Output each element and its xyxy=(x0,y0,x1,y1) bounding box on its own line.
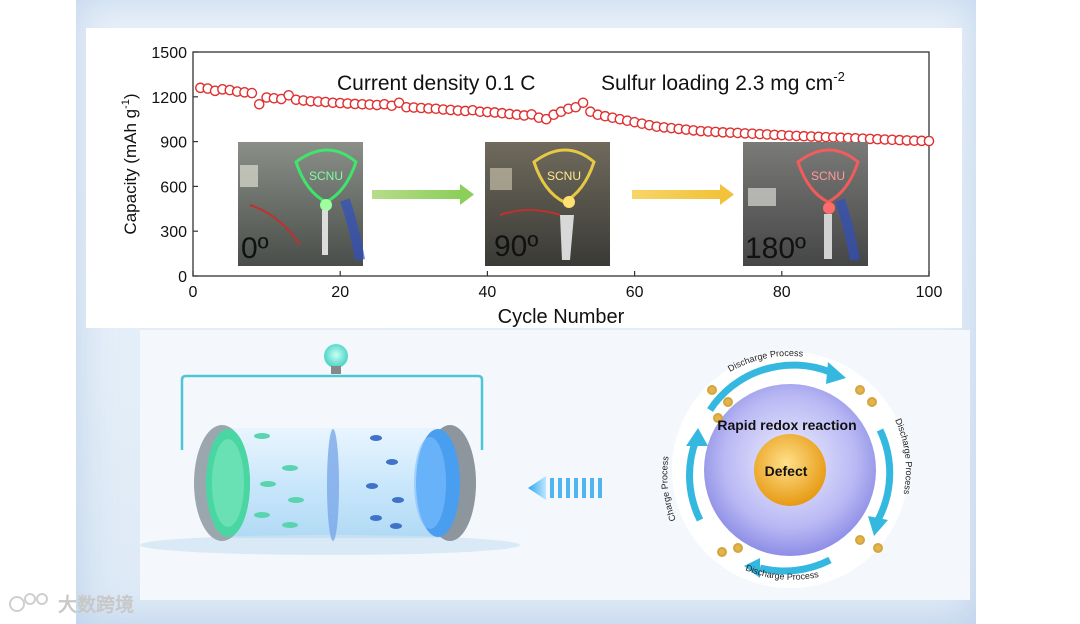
x-tick-label: 20 xyxy=(331,284,349,301)
x-tick-label: 100 xyxy=(916,284,943,301)
arc-label-top: Discharge Process xyxy=(726,348,804,374)
photo-0-degree: SCNU 0º xyxy=(238,142,365,266)
transition-arrow-1 xyxy=(372,184,474,205)
photo-0-sign: SCNU xyxy=(309,169,343,183)
transition-arrow-2 xyxy=(632,184,734,205)
plot-frame xyxy=(192,51,930,277)
annotation-sulfur-loading: Sulfur loading 2.3 mg cm-2 xyxy=(601,69,845,95)
x-tick-label: 80 xyxy=(773,284,791,301)
photo-180-sign: SCNU xyxy=(811,169,845,183)
annotation-current-density: Current density 0.1 C xyxy=(337,72,535,95)
photo-90-angle: 90º xyxy=(494,230,538,263)
photo-90-sign: SCNU xyxy=(547,169,581,183)
y-tick-label: 600 xyxy=(160,179,187,196)
x-tick-label: 40 xyxy=(479,284,497,301)
photo-180-degree: SCNU 180º xyxy=(743,142,868,266)
axis-ticks: 0 20 40 60 80 100 0 300 600 900 1200 1500 xyxy=(151,45,942,301)
ring-title: Rapid redox reaction xyxy=(717,417,856,433)
arc-label-left: Charge Process xyxy=(659,455,678,523)
x-tick-label: 0 xyxy=(189,284,198,301)
data-point xyxy=(246,87,258,99)
y-axis-label: Capacity (mAh g-1) xyxy=(120,93,140,234)
defect-label: Defect xyxy=(765,463,808,479)
y-tick-label: 1500 xyxy=(151,45,187,62)
capacity-series xyxy=(195,82,935,147)
y-tick-label: 0 xyxy=(178,269,187,286)
watermark-text: 大数跨境 xyxy=(58,594,135,616)
arc-label-right: Discharge Process xyxy=(893,417,914,496)
photo-180-angle: 180º xyxy=(745,232,806,265)
y-tick-label: 300 xyxy=(160,224,187,241)
photo-90-degree: SCNU 90º xyxy=(485,142,610,266)
arc-label-bottom: Discharge Process xyxy=(744,563,820,582)
photo-0-angle: 0º xyxy=(241,232,269,265)
watermark-logo-icon xyxy=(9,593,48,612)
x-tick-label: 60 xyxy=(626,284,644,301)
data-point xyxy=(577,97,589,109)
data-point xyxy=(923,135,935,147)
watermark: 大数跨境 xyxy=(8,590,134,616)
data-point xyxy=(253,98,265,110)
y-tick-label: 900 xyxy=(160,135,187,152)
x-axis-label: Cycle Number xyxy=(498,306,625,328)
y-tick-label: 1200 xyxy=(151,90,187,107)
